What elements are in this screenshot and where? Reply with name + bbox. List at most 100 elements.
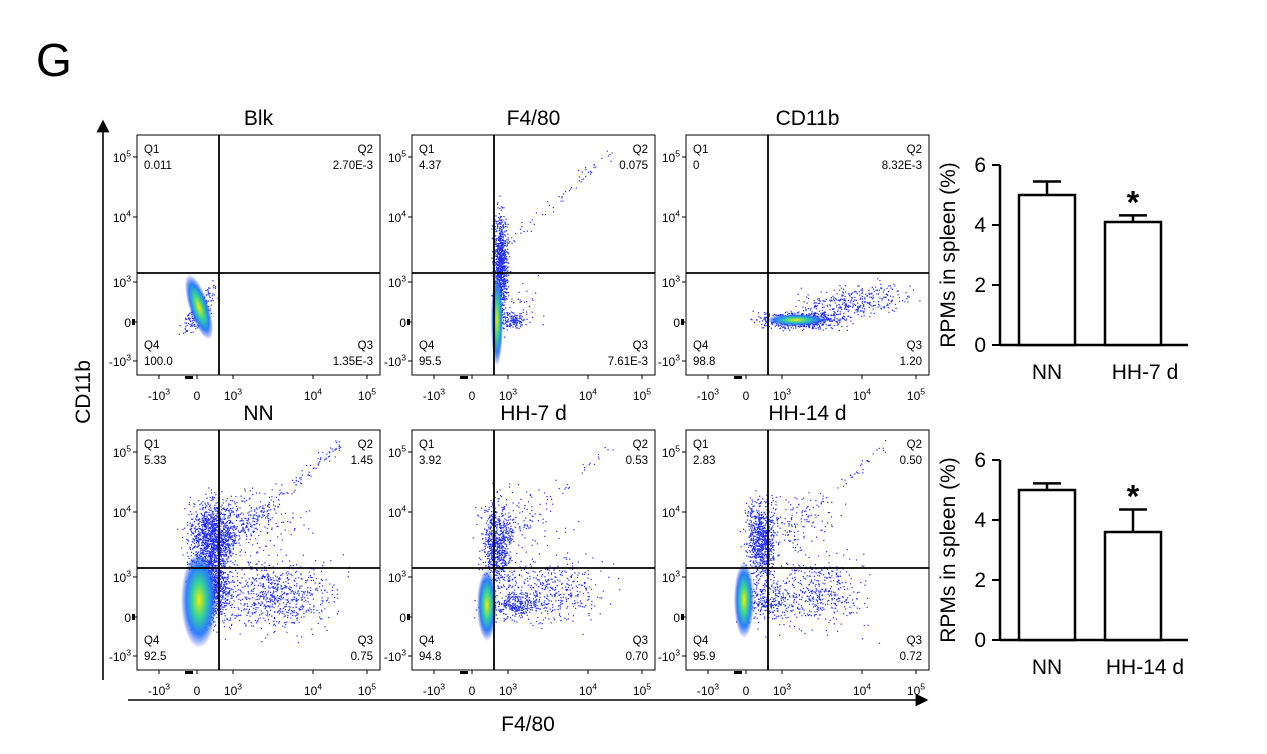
x-tick-label: -103 bbox=[148, 682, 170, 698]
bar-chart: 0 2 4 6 RPMs in spleen (%) NN * HH-7 d bbox=[937, 154, 1188, 384]
y-tick-label: -103 bbox=[109, 353, 131, 369]
x-tick-label: 103 bbox=[773, 682, 791, 698]
quadrant-value-q1: 3.92 bbox=[419, 455, 441, 467]
x-tick-cluster bbox=[460, 671, 468, 674]
bar-y-tick-label: 0 bbox=[974, 629, 986, 652]
flow-plot-title: Blk bbox=[244, 107, 274, 130]
panel-label: G bbox=[36, 34, 72, 86]
x-tick-label: 0 bbox=[469, 389, 476, 403]
quadrant-name: Q4 bbox=[419, 340, 435, 352]
quadrant-name: Q1 bbox=[419, 144, 434, 156]
x-tick-label: 104 bbox=[579, 682, 597, 698]
density-core bbox=[477, 569, 497, 641]
y-tick-label: 0 bbox=[399, 611, 406, 625]
flow-plot: CD11b Q1 0 Q2 8.32E-3 Q4 98.8 Q3 1.20 105 104 103 0 -… bbox=[658, 107, 930, 403]
x-tick-label: 104 bbox=[579, 387, 597, 403]
y-tick-label: -103 bbox=[384, 648, 406, 664]
bar bbox=[1103, 220, 1163, 347]
bar-charts: 0 2 4 6 RPMs in spleen (%) NN * HH-7 d 0 2 4 6 RPMs … bbox=[937, 154, 1188, 679]
quadrant-value-q2: 0.53 bbox=[626, 455, 648, 467]
y-tick-label: 103 bbox=[662, 274, 680, 290]
y-tick-label: 0 bbox=[673, 316, 680, 330]
x-tick-label: -103 bbox=[148, 387, 170, 403]
y-tick-label: 103 bbox=[388, 569, 406, 585]
x-tick-label: 0 bbox=[743, 684, 750, 698]
y-tick-label: 104 bbox=[662, 209, 680, 225]
quadrant-name: Q4 bbox=[144, 635, 160, 647]
x-tick-label: 0 bbox=[194, 684, 201, 698]
plot-frame bbox=[136, 429, 381, 671]
y-tick-cluster bbox=[681, 319, 684, 325]
quadrant-name: Q4 bbox=[693, 635, 709, 647]
x-tick-label: 104 bbox=[853, 682, 871, 698]
y-tick-label: 104 bbox=[662, 504, 680, 520]
significance-marker: * bbox=[1127, 184, 1140, 220]
x-tick-label: 0 bbox=[194, 389, 201, 403]
quadrant-value-q4: 100.0 bbox=[144, 356, 173, 368]
density-core bbox=[491, 274, 503, 366]
quadrant-value-q1: 0.011 bbox=[144, 160, 172, 172]
y-tick-label: 104 bbox=[113, 504, 131, 520]
flow-plot-title: F4/80 bbox=[507, 107, 561, 130]
x-tick-label: 103 bbox=[499, 387, 517, 403]
bar-y-tick-label: 4 bbox=[974, 509, 986, 532]
bar-y-tick-label: 6 bbox=[974, 449, 986, 472]
bar-category-label: NN bbox=[1032, 656, 1062, 679]
x-tick-label: -103 bbox=[423, 387, 445, 403]
quadrant-name: Q4 bbox=[693, 340, 709, 352]
y-tick-label: -103 bbox=[658, 648, 680, 664]
x-axis-label: F4/80 bbox=[501, 713, 555, 736]
y-tick-label: 105 bbox=[113, 149, 131, 165]
y-tick-cluster bbox=[407, 319, 410, 325]
density-core bbox=[181, 552, 217, 648]
bar-y-tick-label: 2 bbox=[974, 274, 986, 297]
quadrant-value-q1: 4.37 bbox=[419, 160, 441, 172]
bar-y-axis-label: RPMs in spleen (%) bbox=[937, 457, 960, 643]
x-tick-label: -103 bbox=[697, 682, 719, 698]
y-tick-label: 105 bbox=[113, 444, 131, 460]
quadrant-value-q4: 95.9 bbox=[693, 651, 715, 663]
flow-plot-title: NN bbox=[243, 402, 273, 425]
quadrant-value-q3: 1.20 bbox=[900, 356, 922, 368]
density-core bbox=[184, 274, 214, 340]
quadrant-name: Q2 bbox=[358, 439, 373, 451]
quadrant-value-q3: 1.35E-3 bbox=[333, 356, 373, 368]
quadrant-name: Q3 bbox=[358, 340, 373, 352]
density-core bbox=[734, 562, 754, 638]
quadrant-value-q2: 8.32E-3 bbox=[882, 160, 922, 172]
plot-frame bbox=[685, 429, 930, 671]
y-tick-label: 104 bbox=[388, 504, 406, 520]
quadrant-name: Q1 bbox=[419, 439, 434, 451]
shared-axes: CD11b F4/80 bbox=[72, 119, 929, 736]
quadrant-name: Q1 bbox=[693, 144, 708, 156]
x-tick-cluster bbox=[185, 376, 193, 379]
x-tick-label: 103 bbox=[773, 387, 791, 403]
y-tick-label: 105 bbox=[388, 444, 406, 460]
quadrant-value-q3: 7.61E-3 bbox=[608, 356, 648, 368]
y-tick-label: 103 bbox=[113, 274, 131, 290]
y-tick-label: -103 bbox=[384, 353, 406, 369]
x-tick-label: 103 bbox=[224, 682, 242, 698]
quadrant-value-q3: 0.72 bbox=[900, 651, 922, 663]
x-tick-cluster bbox=[734, 376, 742, 379]
x-tick-label: 104 bbox=[853, 387, 871, 403]
y-tick-label: 103 bbox=[662, 569, 680, 585]
x-tick-label: 104 bbox=[304, 387, 322, 403]
quadrant-name: Q3 bbox=[633, 635, 648, 647]
quadrant-value-q4: 92.5 bbox=[144, 651, 166, 663]
quadrant-name: Q4 bbox=[419, 635, 435, 647]
bar-y-tick-label: 0 bbox=[974, 334, 986, 357]
y-tick-label: 104 bbox=[388, 209, 406, 225]
quadrant-value-q1: 2.83 bbox=[693, 455, 715, 467]
quadrant-value-q4: 94.8 bbox=[419, 651, 441, 663]
bar-category-label: HH-7 d bbox=[1112, 361, 1179, 384]
y-tick-label: 0 bbox=[124, 316, 131, 330]
quadrant-name: Q2 bbox=[358, 144, 373, 156]
scatter-points bbox=[490, 150, 613, 338]
quadrant-value-q4: 95.5 bbox=[419, 356, 441, 368]
y-tick-cluster bbox=[132, 614, 135, 620]
quadrant-name: Q3 bbox=[907, 340, 922, 352]
flow-plot: HH-14 d Q1 2.83 Q2 0.50 Q4 95.9 Q3 0.72 105 104 103… bbox=[658, 402, 930, 698]
y-tick-label: 0 bbox=[673, 611, 680, 625]
